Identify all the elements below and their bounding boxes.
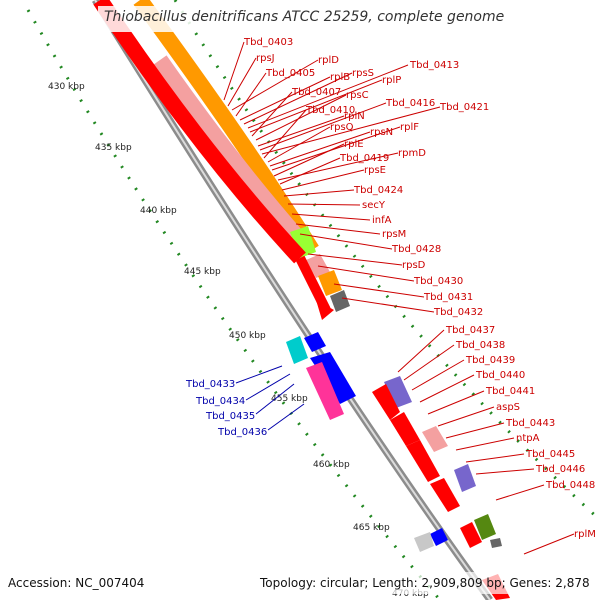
gene-label: Tbd_0439 xyxy=(465,355,515,366)
gene-label: Tbd_0403 xyxy=(243,37,293,48)
scale-label: 450 kbp xyxy=(229,331,266,341)
gene-label: Tbd_0428 xyxy=(391,244,441,255)
gene-label: rplN xyxy=(344,111,365,122)
gene-label: Tbd_0438 xyxy=(455,340,505,351)
gene-label: Tbd_0436 xyxy=(217,427,267,438)
gene-label: rplP xyxy=(382,75,401,86)
title-background xyxy=(98,6,508,32)
gene-label: Tbd_0446 xyxy=(535,464,585,475)
gene-label: Tbd_0435 xyxy=(205,411,255,422)
gene-label: Tbd_0416 xyxy=(385,98,435,109)
gene-label: secY xyxy=(362,200,386,211)
topology-text: Topology: circular; Length: 2,909,809 bp… xyxy=(260,576,590,590)
scale-label: 435 kbp xyxy=(95,143,132,153)
blue-labels: Tbd_0433 Tbd_0434 Tbd_0435 Tbd_0436 xyxy=(185,379,267,438)
gene-label: Tbd_0434 xyxy=(195,396,245,407)
gene-label: Tbd_0413 xyxy=(409,60,459,71)
red-labels: Tbd_0403 rpsJ rplD Tbd_0405 rplB rpsS Tb… xyxy=(243,37,596,540)
gene-label: Tbd_0440 xyxy=(475,370,525,381)
gene-label: rpsS xyxy=(352,68,374,79)
gene-label: rpsN xyxy=(370,127,393,138)
gene-label: rpsD xyxy=(402,260,426,271)
scale-dots-inner xyxy=(26,9,442,600)
gene-label: Tbd_0445 xyxy=(525,449,575,460)
gene-label: rplE xyxy=(344,139,364,150)
gene-label: Tbd_0407 xyxy=(291,87,341,98)
gene-label: Tbd_0405 xyxy=(265,68,315,79)
gene-label: rpsE xyxy=(364,165,386,176)
gene-label: Tbd_0432 xyxy=(433,307,483,318)
gene-label: Tbd_0419 xyxy=(339,153,389,164)
gene-label: Tbd_0441 xyxy=(485,386,535,397)
gene-label: Tbd_0443 xyxy=(505,418,555,429)
gene-label: Tbd_0421 xyxy=(439,102,489,113)
gene-label: Tbd_0431 xyxy=(423,292,473,303)
blue-genes xyxy=(304,332,448,552)
gene-label: rplF xyxy=(400,122,419,133)
accession-text: Accession: NC_007404 xyxy=(8,576,145,590)
gene-label: Tbd_0410 xyxy=(305,105,355,116)
scale-label: 455 kbp xyxy=(271,394,308,404)
forward-genes xyxy=(133,0,502,548)
gene-label: Tbd_0448 xyxy=(545,480,595,491)
scale-label: 445 kbp xyxy=(184,267,221,277)
gene-label: rpsC xyxy=(346,90,369,101)
gene-label: Tbd_0430 xyxy=(413,276,463,287)
scale-label: 440 kbp xyxy=(140,206,177,216)
gene-label: rpsM xyxy=(382,229,406,240)
gene-label: rpsJ xyxy=(256,53,275,64)
gene-label: rplD xyxy=(318,55,339,66)
gene-label: Tbd_0424 xyxy=(353,185,403,196)
scale-label: 460 kbp xyxy=(313,460,350,470)
gene-label: infA xyxy=(372,215,392,226)
gene-label: aspS xyxy=(496,402,520,413)
gene-label: rplM xyxy=(574,529,596,540)
gene-label: Tbd_0433 xyxy=(185,379,235,390)
blue-label-lines xyxy=(235,365,305,431)
gene-label: ntpA xyxy=(516,433,540,444)
scale-label: 470 kbp xyxy=(392,589,429,599)
red-label-lines xyxy=(223,41,575,555)
gene-label: rpmD xyxy=(398,148,426,159)
scale-labels: 430 kbp 435 kbp 440 kbp 445 kbp 450 kbp … xyxy=(48,82,429,599)
footer-background xyxy=(0,572,600,594)
gene-label: rpsQ xyxy=(330,122,354,133)
gene-label: Tbd_0437 xyxy=(445,325,495,336)
scale-label: 430 kbp xyxy=(48,82,85,92)
gene-label: rplB xyxy=(330,72,350,83)
scale-label: 465 kbp xyxy=(353,523,390,533)
map-title: Thiobacillus denitrificans ATCC 25259, c… xyxy=(104,9,505,25)
